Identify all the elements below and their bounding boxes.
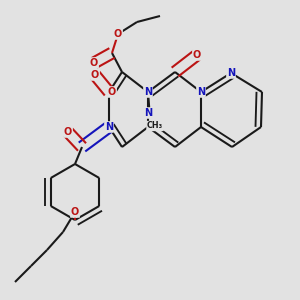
Text: O: O	[108, 87, 116, 97]
Text: N: N	[144, 87, 152, 97]
Text: O: O	[193, 50, 201, 60]
Text: O: O	[91, 70, 99, 80]
Text: O: O	[71, 207, 79, 217]
Text: N: N	[197, 87, 205, 97]
Text: N: N	[227, 68, 235, 78]
Text: N: N	[105, 122, 113, 132]
Text: N: N	[144, 108, 152, 118]
Text: O: O	[114, 29, 122, 39]
Text: CH₃: CH₃	[147, 122, 163, 130]
Text: O: O	[90, 58, 98, 68]
Text: O: O	[64, 127, 72, 137]
